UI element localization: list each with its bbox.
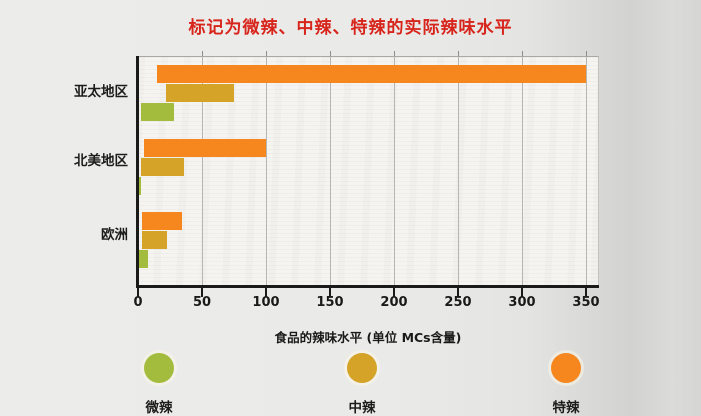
top-tick-250 <box>458 51 459 56</box>
bar-微辣-欧洲 <box>139 250 149 268</box>
x-axis-line <box>136 285 599 288</box>
axis-tick-50 <box>201 288 203 297</box>
tick-label-150: 150 <box>316 295 344 310</box>
gridline-50 <box>202 57 203 286</box>
legend-item-extra-hot: 特辣 <box>516 353 616 416</box>
tick-label-200: 200 <box>380 295 408 310</box>
gridline-100 <box>266 57 267 286</box>
bar-中辣-欧洲 <box>141 231 168 249</box>
legend-label-extra-hot: 特辣 <box>552 400 580 416</box>
gridline-200 <box>394 57 395 286</box>
tick-label-250: 250 <box>444 295 472 310</box>
chart-title: 标记为微辣、中辣、特辣的实际辣味水平 <box>188 18 513 38</box>
axis-tick-350 <box>585 288 587 297</box>
axis-tick-300 <box>521 288 523 297</box>
tick-label-0: 0 <box>133 295 143 310</box>
tick-label-100: 100 <box>252 295 280 310</box>
top-tick-200 <box>394 51 395 56</box>
category-label-asia-pacific: 亚太地区 <box>74 84 128 100</box>
category-label-europe: 欧洲 <box>101 227 128 243</box>
top-tick-150 <box>330 51 331 56</box>
bar-中辣-亚太地区 <box>166 84 234 102</box>
tick-label-50: 50 <box>192 295 212 310</box>
axis-tick-150 <box>329 288 331 297</box>
top-tick-100 <box>266 51 267 56</box>
tick-label-350: 350 <box>572 295 600 310</box>
bar-特辣-亚太地区 <box>157 65 586 83</box>
gridline-250 <box>458 57 459 286</box>
legend-label-medium: 中辣 <box>348 400 376 416</box>
axis-tick-0 <box>137 288 139 297</box>
legend-label-mild: 微辣 <box>145 400 173 416</box>
axis-tick-100 <box>265 288 267 297</box>
bar-特辣-北美地区 <box>144 139 266 157</box>
medium-color-dot-icon <box>347 353 377 383</box>
bar-微辣-北美地区 <box>138 177 141 195</box>
y-axis-line <box>136 56 139 288</box>
category-label-north-america: 北美地区 <box>74 153 128 169</box>
mild-color-dot-icon <box>144 353 174 383</box>
top-tick-350 <box>586 51 587 56</box>
x-axis-title: 食品的辣味水平 (单位 MCs含量) <box>274 330 462 345</box>
legend-item-medium: 中辣 <box>312 353 412 416</box>
bar-特辣-欧洲 <box>141 212 182 230</box>
extra-hot-color-dot-icon <box>551 353 581 383</box>
axis-tick-250 <box>457 288 459 297</box>
legend-item-mild: 微辣 <box>109 353 209 416</box>
chart-plot-area <box>138 56 599 286</box>
tick-label-300: 300 <box>508 295 536 310</box>
gridline-300 <box>522 57 523 286</box>
bar-中辣-北美地区 <box>140 158 185 176</box>
top-tick-50 <box>202 51 203 56</box>
gridline-150 <box>330 57 331 286</box>
gridline-350 <box>586 57 587 286</box>
bar-微辣-亚太地区 <box>140 103 174 121</box>
axis-tick-200 <box>393 288 395 297</box>
top-tick-300 <box>522 51 523 56</box>
